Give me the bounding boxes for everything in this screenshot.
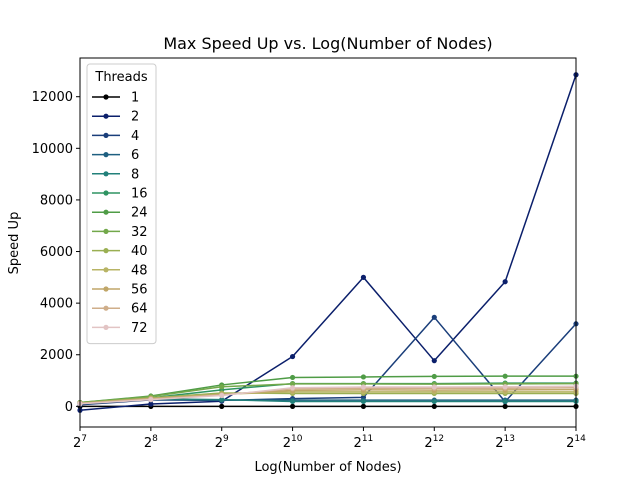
data-point	[289, 353, 296, 360]
data-point	[148, 397, 154, 403]
data-point	[219, 397, 225, 403]
series-72-threads	[77, 383, 579, 407]
legend-marker-swatch	[103, 305, 109, 311]
legend-label: 56	[131, 283, 148, 298]
chart-title: Max Speed Up vs. Log(Number of Nodes)	[163, 34, 492, 53]
data-point	[431, 314, 437, 320]
legend-entry: 40	[92, 244, 148, 259]
x-tick-label: 210	[283, 434, 303, 451]
legend-label: 8	[131, 167, 139, 182]
series-line	[79, 74, 577, 411]
data-point	[360, 398, 367, 405]
y-tick-label: 6000	[40, 245, 73, 260]
y-tick-label: 12000	[32, 90, 73, 105]
legend-marker-swatch	[103, 171, 109, 177]
legend-marker-swatch	[103, 248, 109, 254]
data-point	[431, 403, 437, 409]
x-tick-label: 28	[144, 434, 158, 451]
axes-frame	[79, 57, 577, 428]
legend-entry: 6	[92, 148, 139, 163]
x-axis-label: Log(Number of Nodes)	[254, 460, 401, 475]
legend-entry: 2	[92, 110, 139, 125]
data-point	[502, 403, 508, 409]
legend-marker-swatch	[103, 324, 109, 330]
data-point	[502, 398, 508, 405]
legend-marker-swatch	[103, 267, 109, 273]
legend-entry: 8	[92, 167, 139, 182]
legend-label: 64	[131, 302, 148, 317]
data-point	[219, 403, 225, 409]
data-point	[219, 392, 225, 399]
legend-label: 1	[131, 91, 139, 106]
legend-label: 40	[131, 244, 148, 259]
data-point	[502, 373, 508, 379]
x-tick-label: 212	[424, 434, 444, 451]
x-tick-label: 211	[354, 434, 374, 451]
legend-marker-swatch	[103, 94, 109, 100]
series-line	[79, 382, 577, 404]
data-point	[360, 274, 367, 280]
data-point	[289, 398, 296, 405]
data-point	[289, 381, 296, 387]
legend-entry: 16	[92, 187, 148, 202]
legend-marker-swatch	[103, 228, 109, 234]
data-point	[148, 401, 154, 407]
y-tick-label: 4000	[40, 297, 73, 312]
legend-marker-swatch	[103, 190, 109, 196]
data-point	[360, 374, 367, 380]
data-point	[289, 374, 296, 381]
y-tick-label: 2000	[40, 348, 73, 363]
legend-entry: 56	[92, 283, 148, 298]
legend-label: 72	[131, 321, 148, 336]
legend-entry: 72	[92, 321, 148, 336]
legend-marker-swatch	[103, 286, 109, 292]
legend-label: 24	[131, 206, 148, 221]
series-line	[79, 385, 577, 405]
x-tick-label: 213	[495, 434, 515, 451]
legend-entry: 4	[92, 129, 139, 144]
legend-label: 2	[131, 110, 139, 125]
y-tick-label: 8000	[40, 193, 73, 208]
data-point	[360, 403, 367, 409]
legend-label: 48	[131, 263, 148, 278]
data-point	[431, 398, 437, 405]
data-point	[360, 384, 367, 390]
data-point	[219, 384, 225, 390]
legend-marker-swatch	[103, 132, 109, 138]
x-tick-label: 27	[73, 434, 87, 451]
x-tick-label: 214	[566, 434, 586, 451]
legend-marker-swatch	[103, 209, 109, 215]
legend-entry: 24	[92, 206, 148, 221]
legend-entry: 48	[92, 263, 148, 278]
legend-entry: 32	[92, 225, 148, 240]
x-tick-label: 29	[215, 434, 229, 451]
series-1-threads	[77, 403, 579, 409]
data-point	[431, 384, 437, 390]
legend-title: Threads	[94, 70, 147, 85]
data-point	[289, 403, 296, 409]
legend-entry: 1	[92, 91, 139, 106]
data-point	[431, 373, 437, 380]
data-point	[431, 358, 437, 364]
data-point	[502, 279, 508, 285]
legend-label: 32	[131, 225, 148, 240]
y-tick-label: 10000	[32, 142, 73, 157]
legend-label: 6	[131, 148, 139, 163]
legend-label: 4	[131, 129, 139, 144]
y-axis-label: Speed Up	[7, 212, 22, 275]
y-tick-label: 0	[65, 400, 73, 415]
legend-marker-swatch	[103, 113, 109, 119]
legend-marker-swatch	[103, 152, 109, 158]
legend-label: 16	[131, 187, 148, 202]
data-point	[502, 384, 508, 390]
data-point	[289, 385, 296, 391]
legend-entry: 64	[92, 302, 148, 317]
